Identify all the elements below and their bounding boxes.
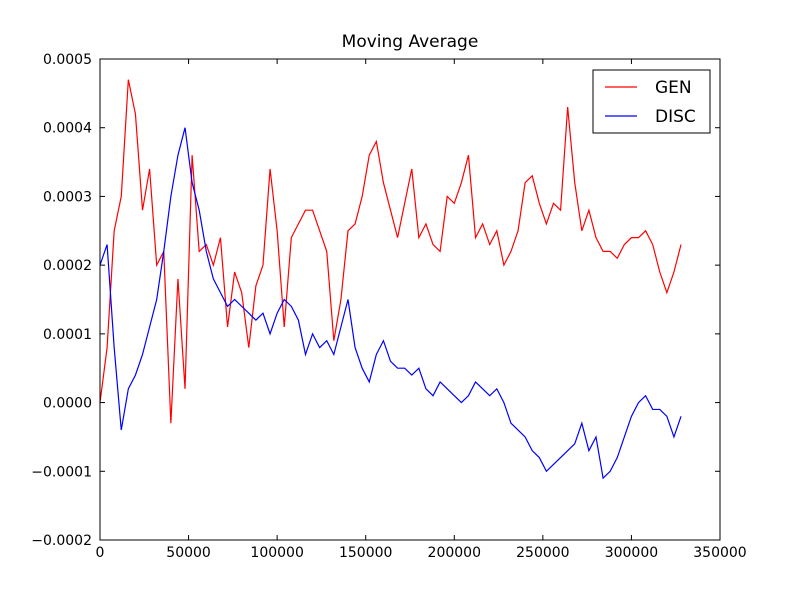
legend-box [592,69,711,134]
y-tick-label: 0.0002 [43,258,92,274]
y-tick-label: −0.0001 [31,464,92,480]
x-tick-label: 350000 [693,545,746,561]
y-tick-label: 0.0001 [43,327,92,343]
series-line [99,79,682,424]
x-tick-label: 0 [96,545,105,561]
chart-title: Moving Average [342,32,479,52]
x-tick-label: 300000 [605,545,658,561]
plot-frame [99,58,721,541]
x-tick-label: 250000 [516,545,569,561]
x-tick-label: 200000 [428,545,481,561]
series-line [99,127,682,480]
legend: GEN DISC [592,69,711,134]
y-tick-label: −0.0002 [31,533,92,549]
x-tick-label: 100000 [250,545,303,561]
y-tick-label: 0.0003 [43,189,92,205]
legend-label: GEN [655,78,692,98]
y-tick-label: 0.0000 [43,396,92,412]
x-tick-label: 150000 [339,545,392,561]
x-tick-label: 50000 [166,545,211,561]
legend-label: DISC [655,107,696,127]
y-tick-label: 0.0005 [43,52,92,68]
y-tick-label: 0.0004 [43,121,92,137]
